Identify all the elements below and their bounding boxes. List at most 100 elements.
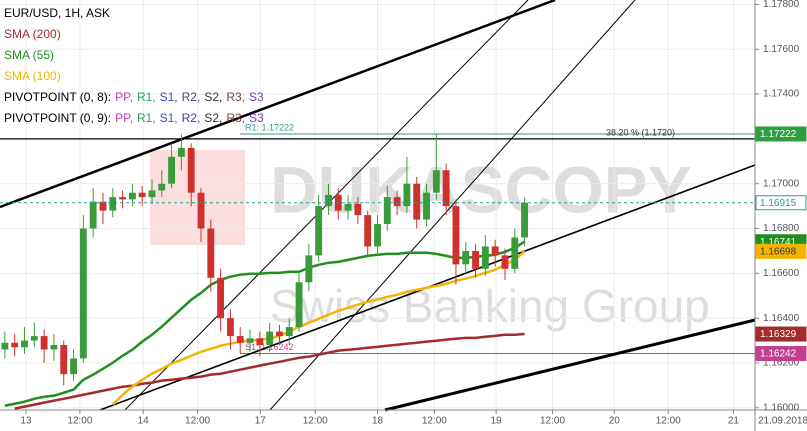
indicator-name: PIVOTPOINT (0, 9): <box>4 111 111 125</box>
indicator-item: PP, <box>115 111 133 125</box>
x-tick-label: 18 <box>372 416 384 427</box>
candle-body <box>305 255 313 283</box>
candle-body <box>40 336 48 350</box>
price-badge-label: 1.17222 <box>760 129 797 140</box>
indicator-item: R1, <box>137 90 156 104</box>
x-tick-label: 13 <box>20 416 32 427</box>
indicator-item: S3 <box>249 90 264 104</box>
candle-body <box>109 197 117 211</box>
candle-body <box>236 336 244 343</box>
x-tick-label: 21 <box>728 416 740 427</box>
legend-entry: SMA (200) <box>4 27 61 41</box>
candle-body <box>285 327 293 337</box>
candle-body <box>207 228 215 278</box>
candle-body <box>60 345 68 375</box>
candle-body <box>217 277 225 319</box>
candle-body <box>383 197 391 225</box>
candle-body <box>226 318 234 337</box>
sma-line <box>14 332 525 410</box>
candle-body <box>452 206 460 265</box>
candle-body <box>472 250 479 269</box>
candle-body <box>99 201 107 211</box>
legend-entry: SMA (55) <box>4 48 54 62</box>
price-badge-label: 1.16698 <box>760 247 797 258</box>
price-badge-label: 1.16915 <box>760 198 797 209</box>
candle-body <box>89 201 97 229</box>
candle-body <box>501 255 509 269</box>
indicator-name: PIVOTPOINT (0, 8): <box>4 90 111 104</box>
indicator-item: R2, <box>182 90 201 104</box>
watermark-subtext: Swiss Banking Group <box>270 280 710 332</box>
candle-body <box>187 147 195 193</box>
price-badge-label: 1.16329 <box>760 329 797 340</box>
candle-body <box>30 336 38 341</box>
price-badge-label: 1.16242 <box>760 349 797 360</box>
candle-body <box>70 358 77 375</box>
indicator-item: R2, <box>182 111 201 125</box>
legend-indicator: PIVOTPOINT (0, 9): PP, R1, S1, R2, S2, R3, S3 <box>4 111 264 125</box>
candle-body <box>393 197 401 207</box>
trend-line <box>384 318 756 412</box>
x-tick-label: 12:00 <box>656 416 681 427</box>
x-tick-label: 20 <box>609 416 621 427</box>
candle-body <box>403 183 411 207</box>
candle-body <box>413 183 421 220</box>
x-tick-label: 12:00 <box>422 416 447 427</box>
candle-body <box>50 345 58 350</box>
candle-body <box>246 338 254 343</box>
candle-body <box>177 147 185 157</box>
price-badge <box>755 126 807 142</box>
legend-entry: SMA (100) <box>4 69 61 83</box>
candles <box>0 134 755 386</box>
candle-body <box>374 224 381 247</box>
candle-body <box>325 194 332 207</box>
indicator-item: S1, <box>160 111 178 125</box>
candle-body <box>168 156 176 184</box>
candle-body <box>295 282 303 328</box>
indicator-item: S2, <box>204 111 222 125</box>
candle-body <box>521 202 529 238</box>
candle-body <box>197 192 205 229</box>
y-tick-label: 1.16200 <box>763 358 800 369</box>
candle-body <box>481 246 489 269</box>
price-badge <box>755 346 807 362</box>
candle-body <box>119 197 126 200</box>
candle-body <box>148 190 156 198</box>
legend: EUR/USD, 1H, ASK SMA (200) SMA (55) SMA (1… <box>4 6 264 125</box>
candle-body <box>364 215 372 247</box>
candle-body <box>462 250 470 265</box>
candle-body <box>158 183 166 191</box>
price-badge <box>755 195 807 211</box>
indicator-item: R3, <box>226 90 245 104</box>
price-badge <box>755 326 807 342</box>
level-label: R1: 1.17222 <box>245 122 294 132</box>
y-tick-label: 1.16000 <box>763 402 800 413</box>
y-tick-label: 1.17400 <box>763 89 800 100</box>
x-tick-label: 12:00 <box>185 416 210 427</box>
candle-body <box>276 331 283 337</box>
candle-body <box>266 331 274 346</box>
x-tick-label: 14 <box>138 416 150 427</box>
sma-line <box>4 240 526 407</box>
indicator-item: R3, <box>226 111 245 125</box>
candle-body <box>21 340 28 348</box>
x-tick-label: 17 <box>255 416 267 427</box>
y-tick-label: 1.16800 <box>763 223 800 234</box>
indicator-item: R1, <box>137 111 156 125</box>
x-tick-label: 19 <box>491 416 503 427</box>
candle-body <box>315 206 323 256</box>
candle-body <box>11 342 19 348</box>
candle-body <box>256 338 264 346</box>
indicator-item: S3 <box>249 111 264 125</box>
price-badge-label: 1.16741 <box>760 237 797 248</box>
candle-body <box>491 246 499 256</box>
trend-line <box>269 0 636 411</box>
candle-body <box>442 170 450 207</box>
indicator-item: PP, <box>115 90 133 104</box>
y-tick-label: 1.17800 <box>763 0 800 10</box>
candle-body <box>511 237 519 269</box>
candle-body <box>423 192 430 220</box>
chart-title: EUR/USD, 1H, ASK <box>4 6 110 20</box>
y-tick-label: 1.16600 <box>763 268 800 279</box>
